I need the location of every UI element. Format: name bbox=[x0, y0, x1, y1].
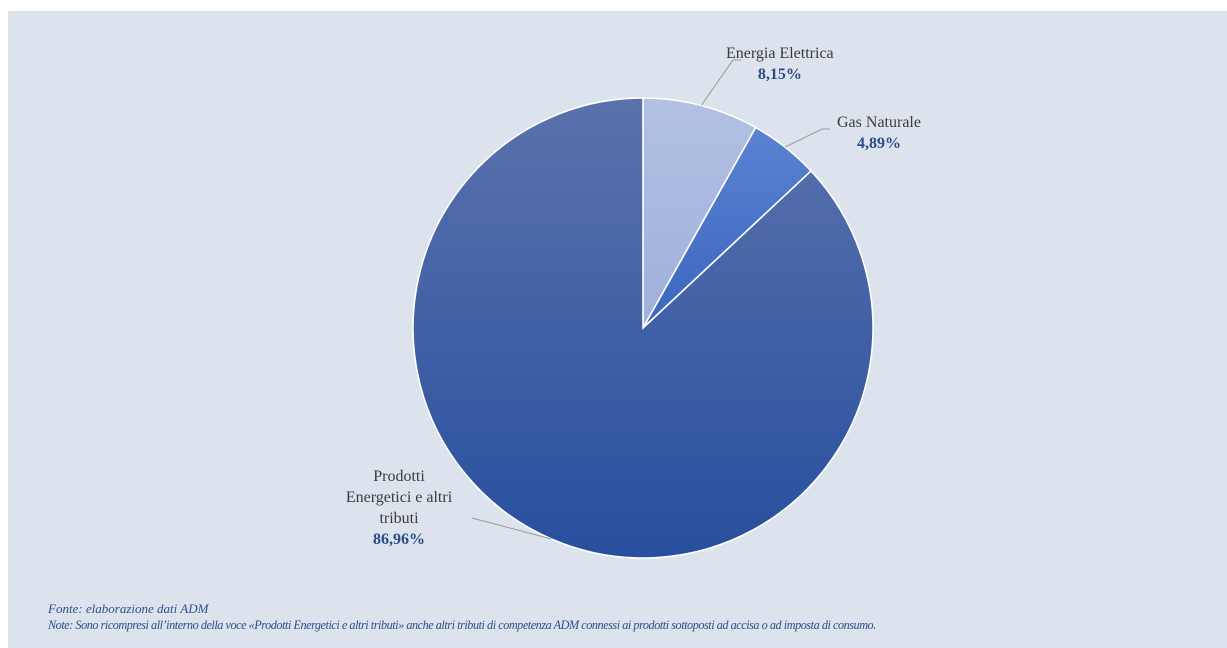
slice-label-gas-naturale: Gas Naturale 4,89% bbox=[837, 112, 921, 154]
chart-footnotes: Fonte: elaborazione dati ADM Note: Sono … bbox=[48, 601, 1218, 633]
chart-area: Energia Elettrica 8,15% Gas Naturale 4,8… bbox=[8, 11, 1227, 648]
slice-value-prodotti-energetici: 86,96% bbox=[373, 531, 425, 548]
pie-slice-prodotti-energetici bbox=[412, 97, 874, 559]
slice-label-energia-elettrica: Energia Elettrica 8,15% bbox=[726, 43, 834, 85]
pie-chart bbox=[412, 59, 874, 559]
slice-name-gas-naturale: Gas Naturale bbox=[837, 114, 921, 131]
leader-line-gas-naturale bbox=[784, 128, 830, 148]
slice-name-prodotti-line-1: Prodotti bbox=[373, 468, 425, 485]
slice-value-energia-elettrica: 8,15% bbox=[757, 66, 802, 83]
slice-label-prodotti-energetici: Prodotti Energetici e altri tributi 86,9… bbox=[326, 466, 472, 550]
slice-name-prodotti-line-2: Energetici e altri bbox=[345, 489, 453, 506]
slice-name-prodotti-line-3: tributi bbox=[379, 510, 419, 527]
slice-value-gas-naturale: 4,89% bbox=[856, 135, 901, 152]
source-note: Fonte: elaborazione dati ADM bbox=[48, 601, 209, 616]
leader-line-energia-elettrica bbox=[700, 59, 741, 106]
leader-line-prodotti-energetici bbox=[471, 517, 552, 540]
methodology-note: Note: Sono ricompresi all’interno della … bbox=[48, 618, 876, 632]
pie-slice-energia-elettrica bbox=[642, 97, 757, 332]
slice-name-energia-elettrica: Energia Elettrica bbox=[726, 45, 834, 62]
